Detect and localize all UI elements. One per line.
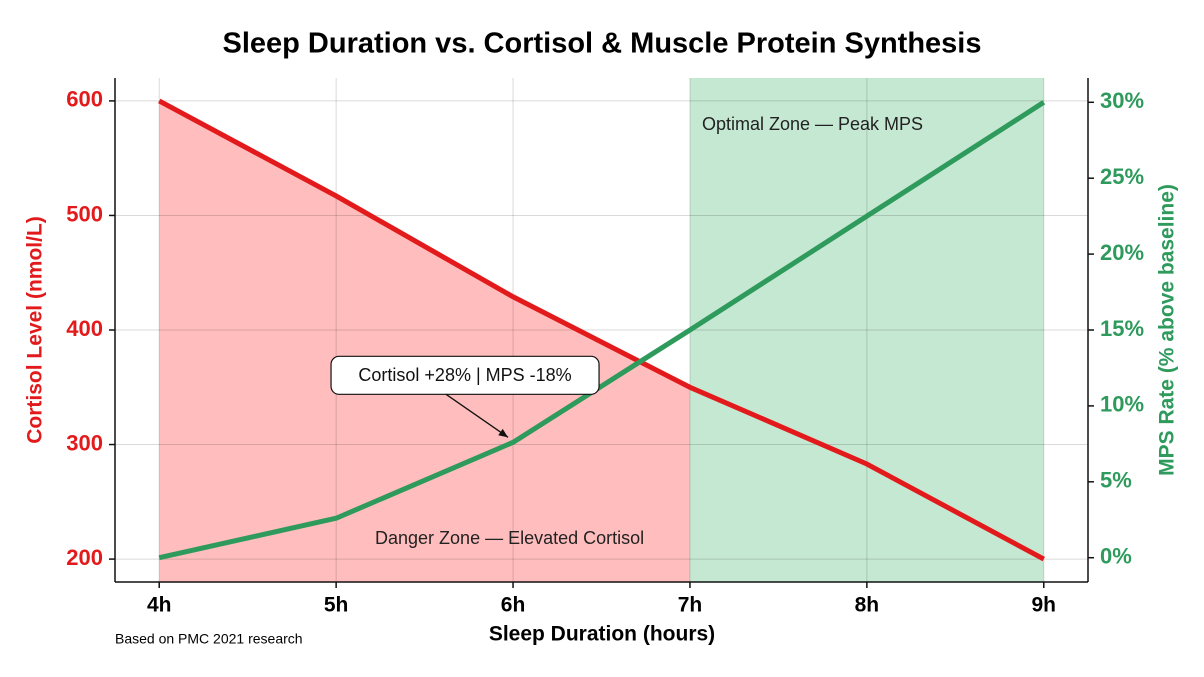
chart-title: Sleep Duration vs. Cortisol & Muscle Pro… — [222, 28, 981, 60]
x-tick-label: 5h — [324, 594, 349, 617]
zone-area — [159, 100, 690, 582]
x-tick-label: 8h — [855, 594, 880, 617]
zone-band — [689, 78, 1044, 582]
x-axis-label: Sleep Duration (hours) — [489, 623, 715, 646]
y2-tick-label: 20% — [1100, 240, 1144, 265]
y-tick-label: 200 — [66, 545, 103, 570]
y2-tick-label: 25% — [1100, 164, 1144, 189]
y2-axis-label: MPS Rate (% above baseline) — [1156, 184, 1179, 476]
y2-tick-label: 15% — [1100, 316, 1144, 341]
zone-label: Danger Zone — Elevated Cortisol — [375, 528, 644, 548]
y-tick-label: 500 — [66, 201, 103, 226]
annotation: Cortisol +28% | MPS -18% — [330, 355, 600, 438]
series-line — [158, 98, 1045, 562]
zone-label: Optimal Zone — Peak MPS — [702, 114, 923, 134]
y-tick-label: 300 — [66, 430, 103, 455]
y2-tick-label: 10% — [1100, 392, 1144, 417]
y-tick-label: 600 — [66, 87, 103, 112]
annotation-box — [330, 355, 600, 395]
annotation-text: Cortisol +28% | MPS -18% — [358, 365, 571, 385]
x-tick-label: 9h — [1032, 594, 1057, 617]
y-axis-label: Cortisol Level (nmol/L) — [24, 216, 47, 444]
annotation-arrow — [445, 393, 509, 438]
source-note: Based on PMC 2021 research — [115, 631, 303, 647]
y2-tick-label: 30% — [1100, 88, 1144, 113]
y-tick-label: 400 — [66, 316, 103, 341]
x-tick-label: 7h — [678, 594, 703, 617]
x-tick-label: 6h — [501, 594, 526, 617]
series-line — [158, 100, 1046, 561]
x-tick-label: 4h — [147, 594, 172, 617]
y2-tick-label: 0% — [1100, 544, 1132, 569]
y2-tick-label: 5% — [1100, 468, 1132, 493]
annotation-arrowhead — [498, 428, 509, 438]
